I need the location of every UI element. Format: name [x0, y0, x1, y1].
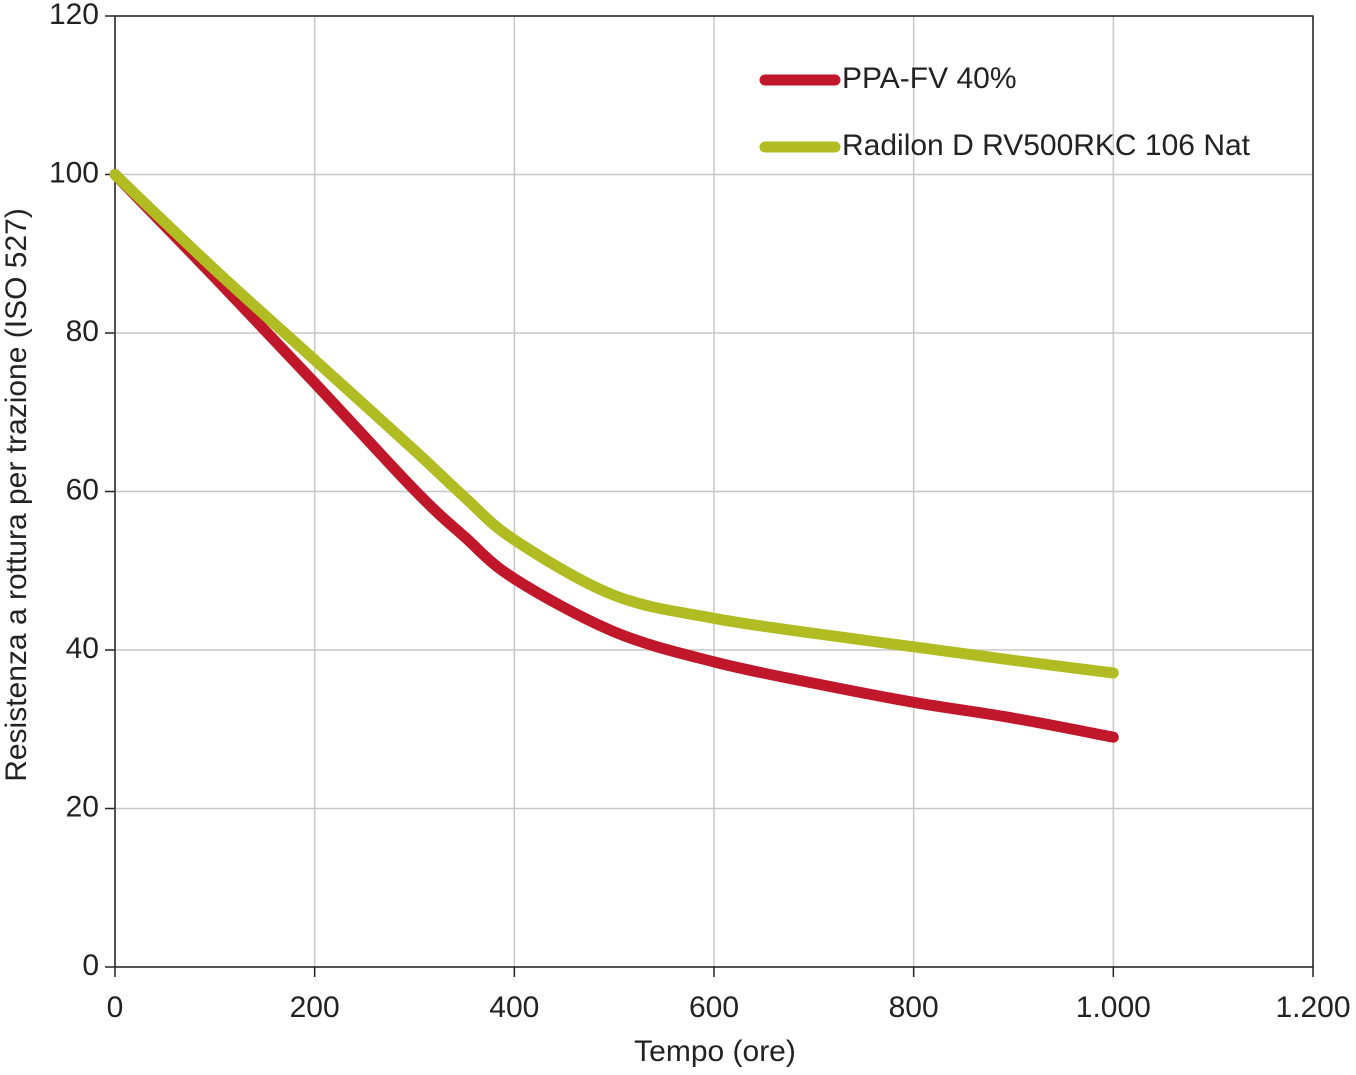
plot-frame	[114, 15, 1314, 968]
x-tick-label: 600	[689, 991, 739, 1024]
x-tick-label: 200	[290, 991, 340, 1024]
x-tick-label: 400	[489, 991, 539, 1024]
y-tick-label: 20	[66, 790, 99, 823]
y-tick-label: 40	[66, 632, 99, 665]
legend-label: Radilon D RV500RKC 106 Nat	[842, 129, 1251, 162]
x-tick-label: 1.000	[1076, 991, 1151, 1024]
legend-label: PPA-FV 40%	[842, 62, 1017, 95]
y-tick-label: 60	[66, 473, 99, 506]
line-series	[109, 169, 1119, 679]
y-tick-label: 100	[49, 156, 99, 189]
x-tick-label: 1.200	[1275, 991, 1350, 1024]
x-tick-label: 800	[889, 991, 939, 1024]
y-tick-label: 120	[49, 0, 99, 31]
y-axis-label: Resistenza a rottura per trazione (ISO 5…	[0, 208, 33, 782]
x-tick-label: 0	[107, 991, 124, 1024]
x-axis-label: Tempo (ore)	[634, 1035, 796, 1068]
y-tick-label: 0	[82, 949, 99, 982]
line-series	[109, 169, 1119, 743]
y-tick-label: 80	[66, 315, 99, 348]
